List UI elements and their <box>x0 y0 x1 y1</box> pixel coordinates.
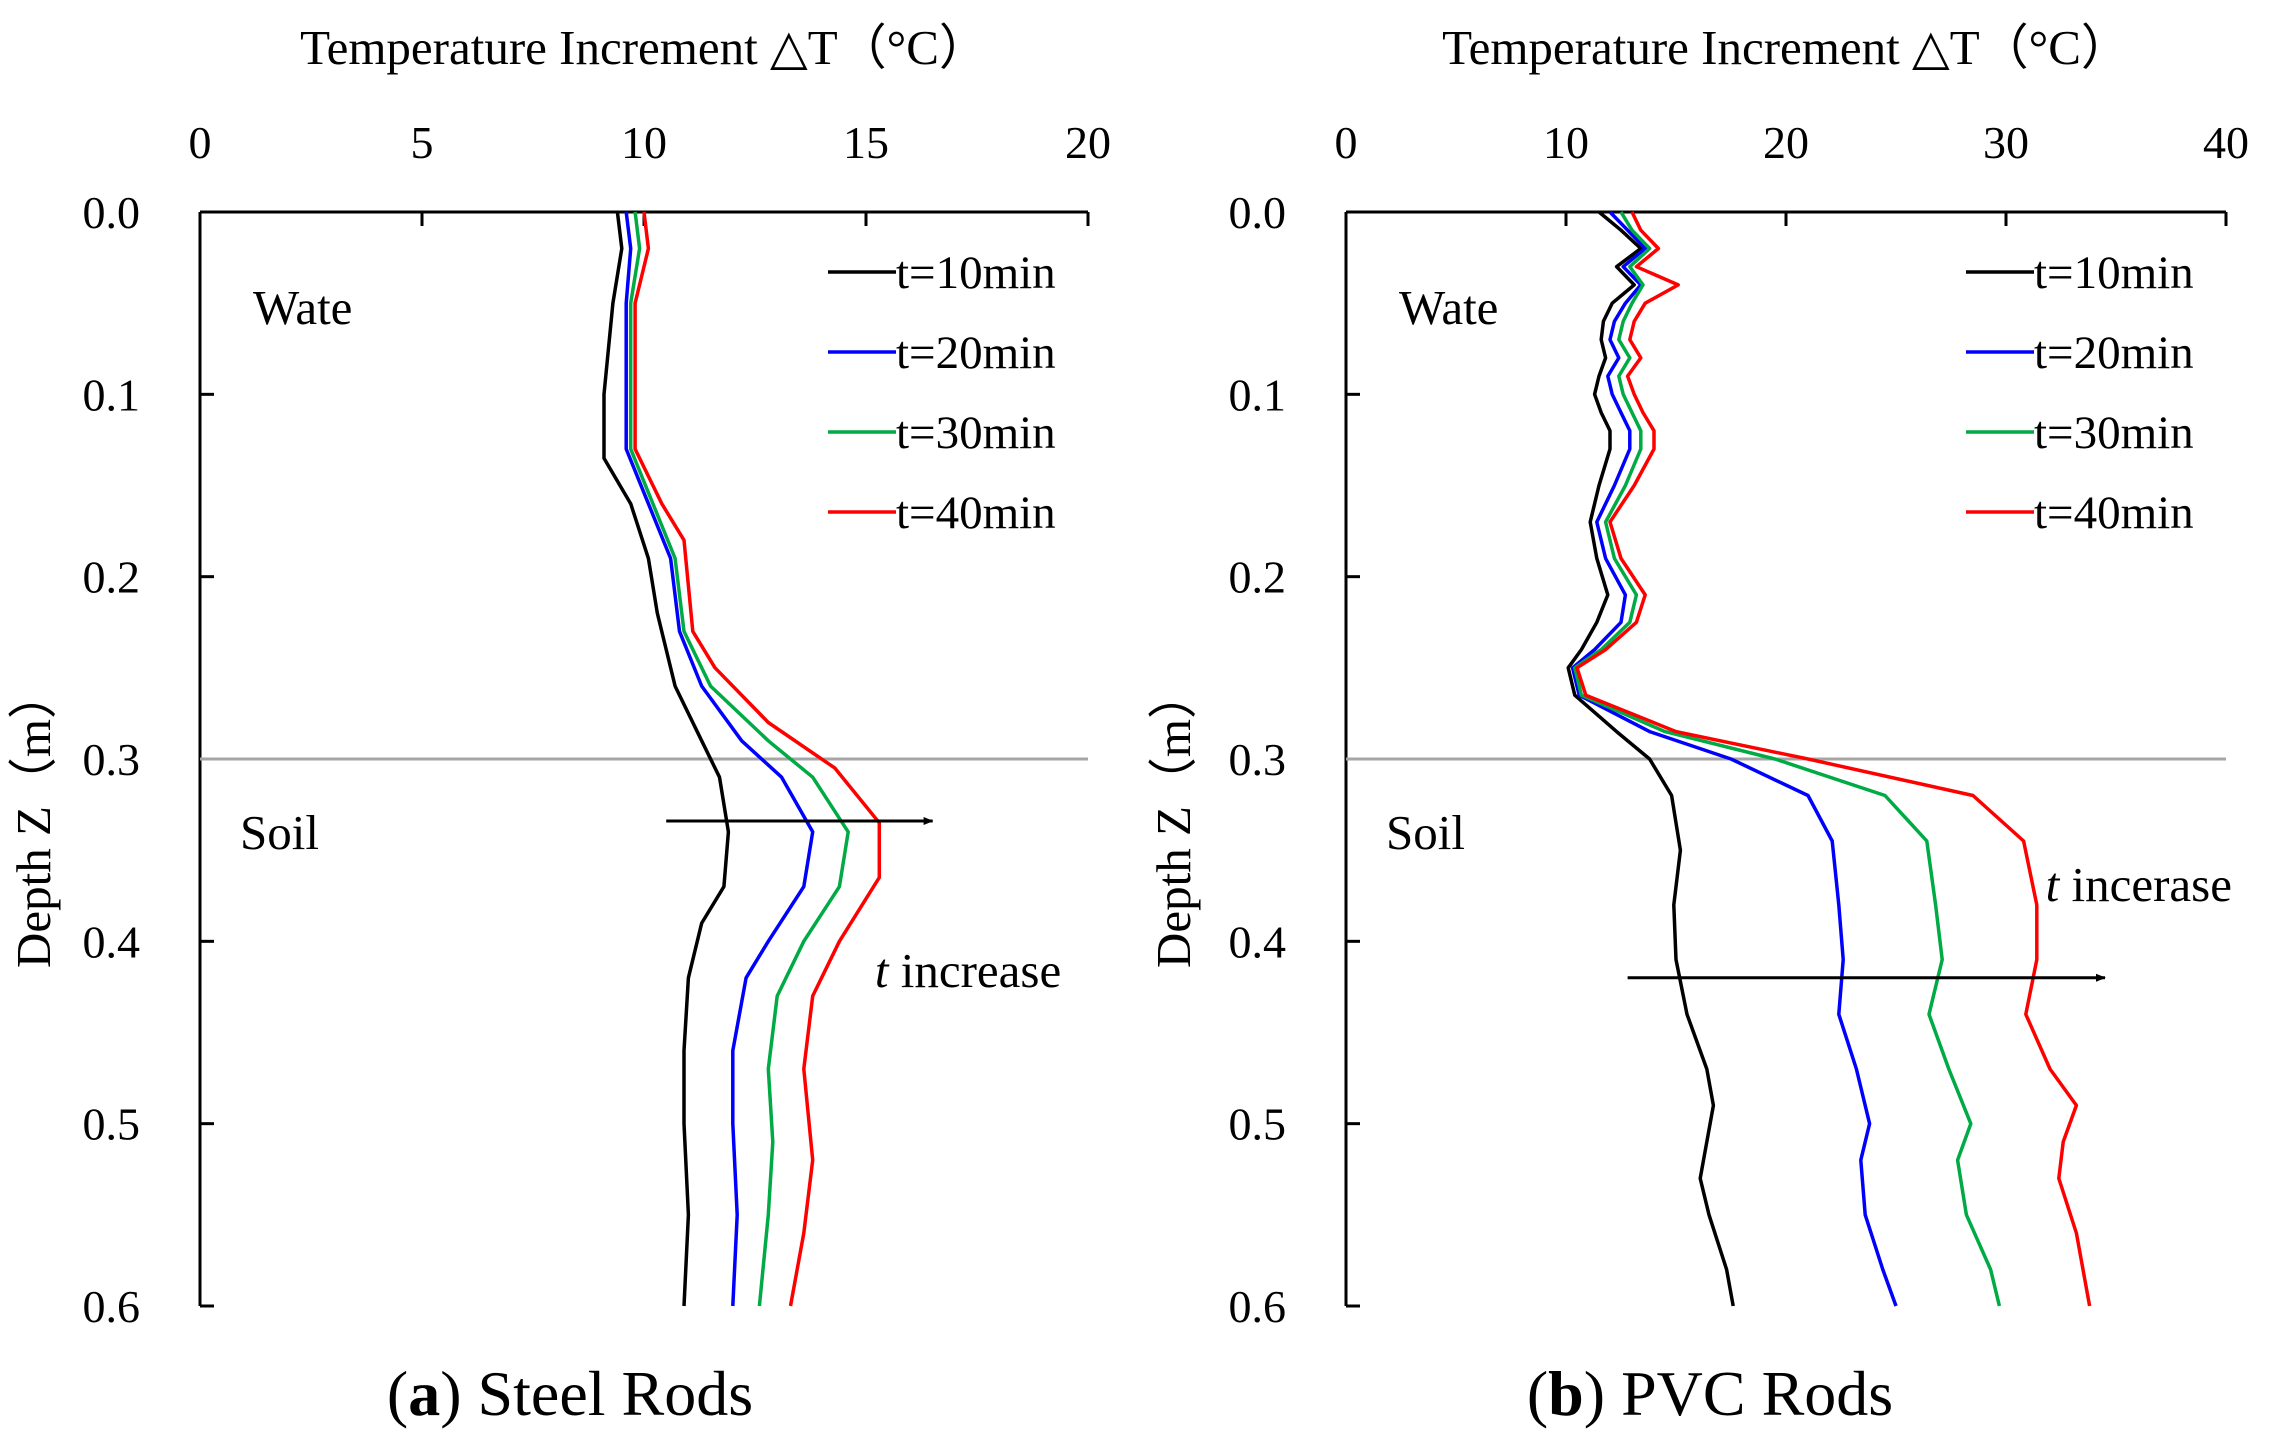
panel-b: 0 10 20 30 40 0.0 0.1 0.2 0.3 0.4 0.5 0.6 Temperatur… <box>1146 20 2249 1429</box>
y-axis-title: Depth Z（m） <box>6 670 61 968</box>
y-tick-label: 0.2 <box>1229 552 1287 603</box>
legend-label: t=40min <box>2034 487 2194 539</box>
legend-label: t=10min <box>2034 247 2194 299</box>
series-line-b-3 <box>1575 211 2092 1307</box>
series-line-b-2 <box>1573 211 2002 1307</box>
y-axis-title: Depth Z（m） <box>1146 670 1201 968</box>
series-line-a-1 <box>624 211 815 1307</box>
y-tick-label: 0.5 <box>83 1099 141 1150</box>
x-tick-label: 0 <box>1335 117 1358 168</box>
y-tick-label: 0.6 <box>1229 1281 1287 1332</box>
panel-caption: (a) Steel Rods <box>387 1358 753 1429</box>
caption-close: ) <box>440 1358 477 1429</box>
series-line-a-3 <box>633 211 882 1307</box>
x-axis-title: Temperature Increment △T（°C） <box>300 20 988 75</box>
legend-label: t=10min <box>896 247 1056 299</box>
caption-text: Steel Rods <box>478 1358 754 1429</box>
series-line-b-1 <box>1570 210 1898 1307</box>
region-label-soil: Soil <box>1386 805 1465 860</box>
y-tick-label: 0.5 <box>1229 1099 1287 1150</box>
annotation-italic: t <box>2046 857 2061 912</box>
caption-letter: a <box>408 1358 440 1429</box>
y-tick-label: 0.6 <box>83 1281 141 1332</box>
annotation-text: t incerase <box>2046 857 2232 912</box>
y-tick-label: 0.1 <box>83 369 141 420</box>
x-tick-label: 20 <box>1763 117 1809 168</box>
series-line-a-0 <box>602 211 731 1307</box>
annotation-italic: t <box>875 943 890 998</box>
legend-label: t=30min <box>896 407 1056 459</box>
annotation-rest: increase <box>889 943 1062 998</box>
legend-label: t=20min <box>896 327 1056 379</box>
x-tick-label: 20 <box>1065 117 1111 168</box>
y-tick-label: 0.3 <box>1229 734 1287 785</box>
y-tick-label: 0.4 <box>83 916 141 967</box>
x-tick-label: 10 <box>621 117 667 168</box>
x-tick-label: 40 <box>2203 117 2249 168</box>
x-tick-label: 30 <box>1983 117 2029 168</box>
caption-close: ) <box>1584 1358 1621 1429</box>
legend-label: t=40min <box>896 487 1056 539</box>
caption-text: PVC Rods <box>1621 1358 1893 1429</box>
x-axis-title: Temperature Increment △T（°C） <box>1442 20 2130 75</box>
x-tick-label: 15 <box>843 117 889 168</box>
region-label-water: Wate <box>1399 280 1498 335</box>
y-tick-label: 0.3 <box>83 734 141 785</box>
caption-open: ( <box>387 1358 408 1429</box>
panel-a: 0 5 10 15 20 0.0 0.1 0.2 0.3 0.4 0.5 0.6 Temperature… <box>6 20 1111 1429</box>
caption-open: ( <box>1527 1358 1548 1429</box>
legend-label: t=20min <box>2034 327 2194 379</box>
region-label-water: Wate <box>253 280 352 335</box>
y-tick-label: 0.4 <box>1229 916 1287 967</box>
annotation-rest: incerase <box>2059 857 2232 912</box>
x-tick-label: 5 <box>411 117 434 168</box>
x-tick-label: 0 <box>189 117 212 168</box>
annotation-text: t increase <box>875 943 1061 998</box>
y-tick-label: 0.0 <box>83 187 141 238</box>
y-tick-label: 0.1 <box>1229 369 1287 420</box>
series-line-b-0 <box>1566 210 1735 1307</box>
y-tick-label: 0.2 <box>83 552 141 603</box>
series-line-a-2 <box>628 211 850 1307</box>
panel-caption: (b) PVC Rods <box>1527 1358 1893 1429</box>
y-tick-label: 0.0 <box>1229 187 1287 238</box>
legend-label: t=30min <box>2034 407 2194 459</box>
x-tick-label: 10 <box>1543 117 1589 168</box>
caption-letter: b <box>1548 1358 1584 1429</box>
region-label-soil: Soil <box>240 805 319 860</box>
